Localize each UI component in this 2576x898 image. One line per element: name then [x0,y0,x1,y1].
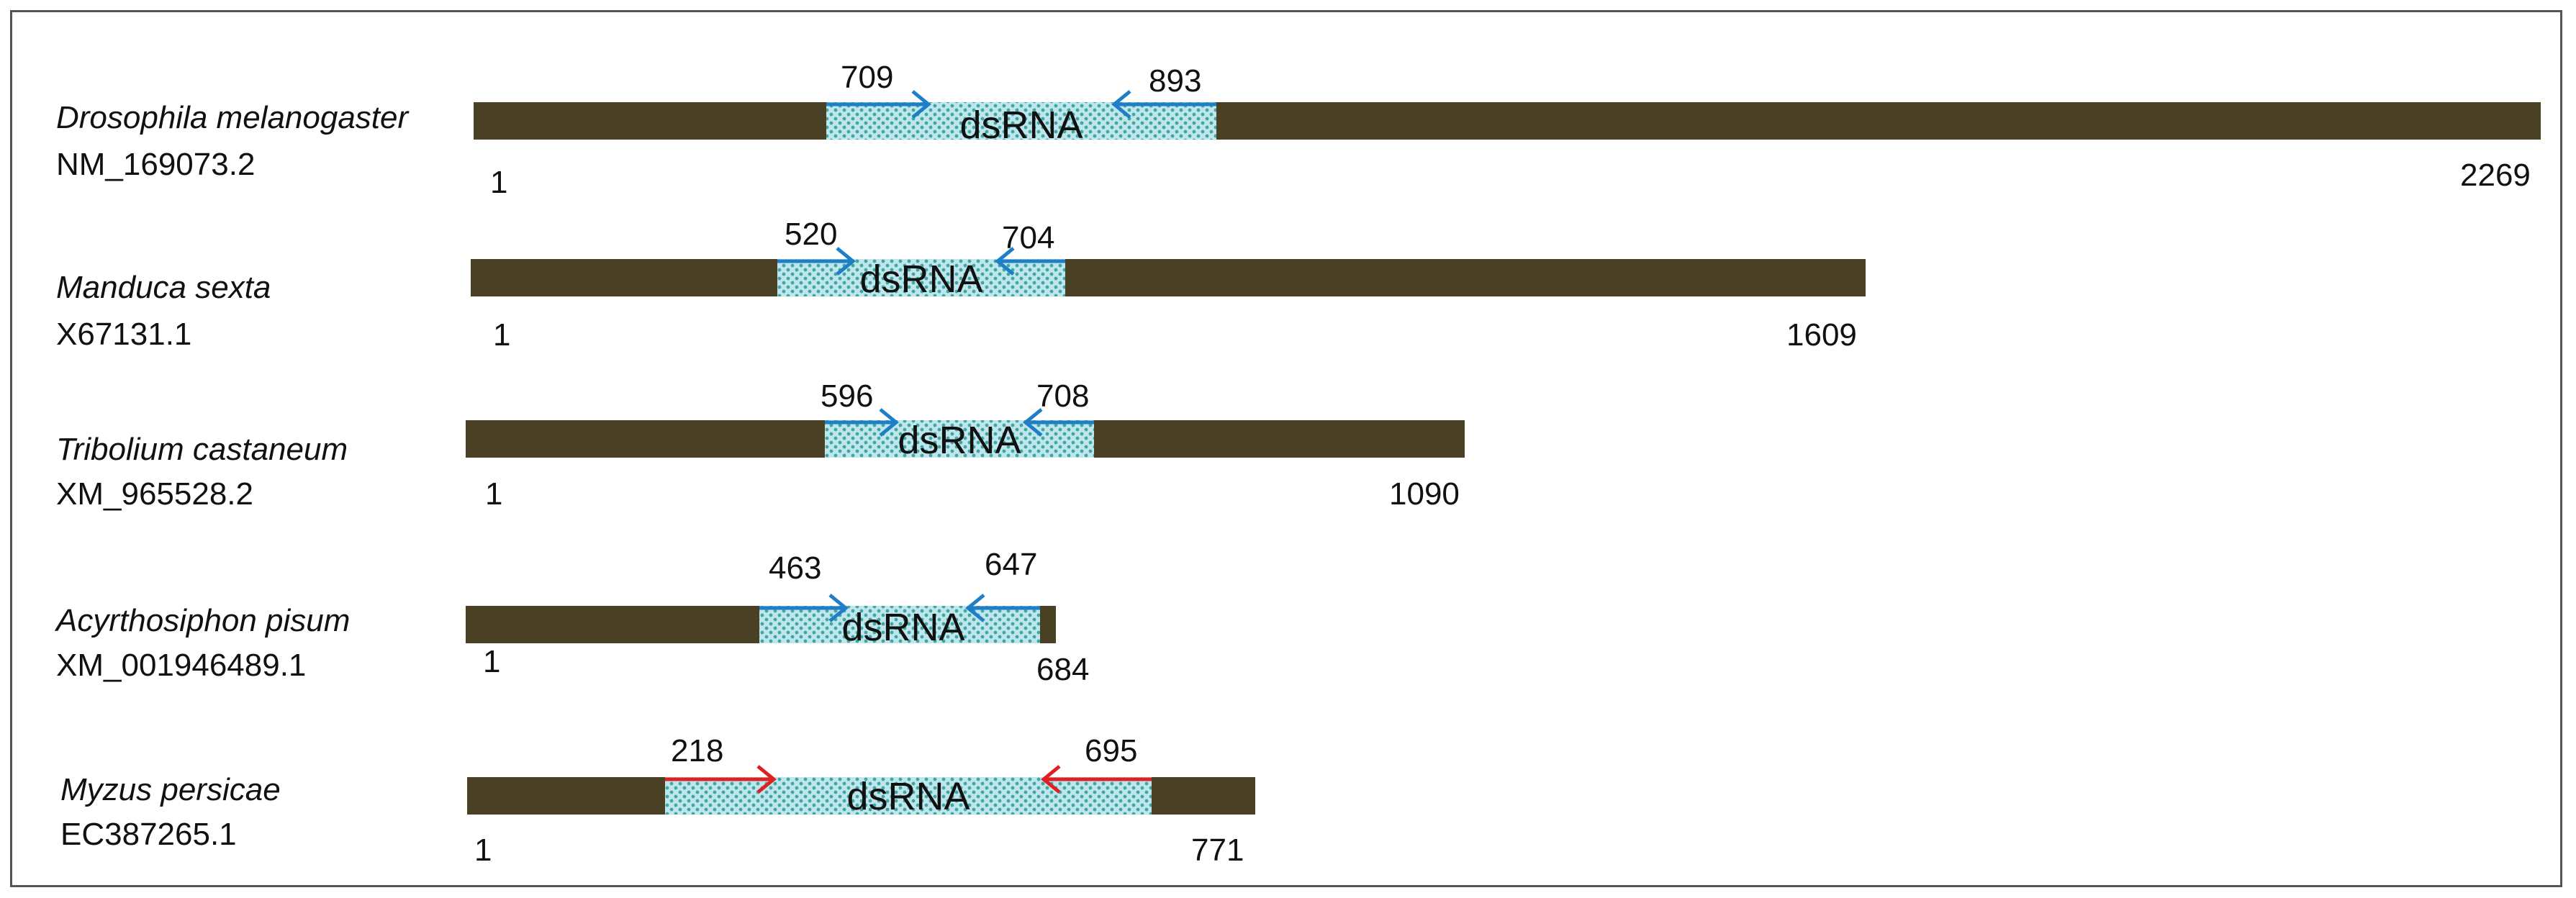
gene-row-manduca: Manduca sexta X67131.1 dsRNA 520 704 1 1… [56,217,1866,353]
forward-primer-arrow [825,408,899,437]
gene-row-acyrthosiphon: Acyrthosiphon pisum XM_001946489.1 dsRNA… [54,547,1089,687]
gene-row-tribolium: Tribolium castaneum XM_965528.2 dsRNA 59… [56,378,1465,512]
gene-row-drosophila: Drosophila melanogaster NM_169073.2 dsRN… [56,60,2541,200]
forward-primer-arrow [826,90,931,119]
primer-right-position: 647 [985,547,1037,582]
start-position: 1 [493,317,510,353]
forward-primer-arrow [759,594,849,622]
species-name: Acyrthosiphon pisum [54,603,350,638]
primer-left-position: 596 [821,378,873,414]
dsrna-label: dsRNA [846,775,970,818]
primer-right-position: 893 [1149,63,1201,99]
reverse-primer-arrow [965,594,1040,622]
primer-left-position: 709 [841,60,893,95]
start-position: 1 [483,644,500,679]
accession-number: EC387265.1 [60,817,237,852]
reverse-primer-arrow [1023,408,1094,437]
dsrna-label: dsRNA [841,606,964,649]
dsrna-region [665,777,1152,815]
primer-right-position: 704 [1002,220,1054,255]
gene-bar [474,102,2541,140]
primer-left-position: 463 [769,550,821,586]
end-position: 771 [1191,833,1244,868]
reverse-primer-arrow [995,247,1065,276]
accession-number: NM_169073.2 [56,147,255,182]
end-position: 1090 [1389,476,1460,512]
forward-primer-arrow [777,247,856,276]
species-name: Myzus persicae [60,772,281,807]
accession-number: XM_001946489.1 [56,648,306,683]
start-position: 1 [474,833,492,868]
forward-primer-arrow [665,765,777,794]
primer-right-position: 708 [1036,378,1089,414]
start-position: 1 [485,476,502,512]
end-position: 2269 [2460,158,2531,193]
reverse-primer-arrow [1111,90,1216,119]
dsrna-label: dsRNA [959,104,1083,147]
species-name: Manduca sexta [56,270,271,305]
accession-number: X67131.1 [56,317,191,352]
accession-number: XM_965528.2 [56,476,253,512]
primer-left-position: 520 [785,217,837,252]
figure-frame [10,10,2562,887]
dsrna-region [825,420,1094,458]
dsrna-region [759,606,1040,643]
primer-left-position: 218 [671,733,723,768]
dsrna-label: dsRNA [898,419,1021,462]
species-name: Tribolium castaneum [56,432,348,467]
dsrna-region [777,259,1065,296]
species-name: Drosophila melanogaster [56,100,410,135]
primer-right-position: 695 [1085,733,1137,768]
gene-row-myzus: Myzus persicae EC387265.1 dsRNA 218 695 … [60,733,1255,868]
reverse-primer-arrow [1041,765,1152,794]
end-position: 1609 [1786,317,1857,353]
dsrna-label: dsRNA [859,258,982,301]
end-position: 684 [1036,652,1089,687]
dsrna-region [826,102,1216,140]
gene-bar [471,259,1866,296]
start-position: 1 [490,165,507,200]
